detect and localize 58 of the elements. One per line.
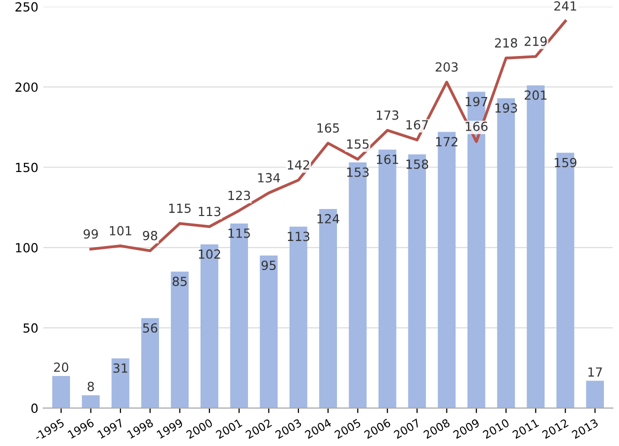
y-tick-label: 250 [16,2,38,12]
data-label: 159 [554,158,576,168]
bar [378,150,396,408]
data-label: 98 [142,230,158,240]
data-label: 219 [524,36,547,46]
bar [586,380,604,408]
data-label: 20 [54,362,68,372]
y-tick-label: 0 [31,404,38,414]
y-tick-label: 150 [16,162,38,172]
data-label: 17 [588,367,602,377]
bar [112,358,130,408]
data-label: 115 [228,228,250,238]
data-label: 161 [376,154,398,164]
data-label: 113 [198,206,220,216]
data-label: 31 [113,363,128,373]
data-label: 95 [262,260,276,270]
data-label: 142 [288,160,310,170]
data-label: 197 [466,96,488,106]
y-tick-label: 100 [16,243,38,252]
data-label: 203 [436,62,458,72]
data-label: 201 [524,90,546,100]
data-label: 241 [554,1,576,11]
bar [438,132,456,408]
data-label: 99 [84,229,98,239]
data-label: 218 [495,38,518,48]
data-label: 165 [318,123,339,133]
bar [82,395,100,408]
bar [526,85,545,408]
data-label: 124 [318,214,340,224]
data-label: 193 [495,103,517,113]
bar [290,226,308,408]
data-label: 166 [466,122,488,132]
data-label: 113 [288,232,310,242]
data-label: 102 [198,249,220,259]
data-label: 8 [88,382,94,392]
bar [200,244,218,408]
data-label: 85 [172,276,187,286]
bar [52,376,70,408]
data-label: 101 [110,226,132,236]
bar [556,152,574,408]
bar [348,162,367,408]
data-label: 134 [258,173,280,182]
bar [141,318,160,408]
y-tick-label: 50 [24,323,38,333]
data-label: 173 [376,110,398,120]
data-label: 167 [406,120,428,130]
bar [497,98,515,408]
data-label: 56 [143,323,158,333]
data-label: 155 [347,139,369,149]
bar [260,256,278,408]
bar [170,272,189,408]
data-label: 158 [406,159,428,169]
data-label: 115 [169,204,191,213]
data-label: 123 [228,190,250,200]
data-label: 172 [436,136,458,146]
bar [230,223,248,408]
data-label: 153 [347,167,369,177]
y-tick-label: 200 [16,82,38,92]
